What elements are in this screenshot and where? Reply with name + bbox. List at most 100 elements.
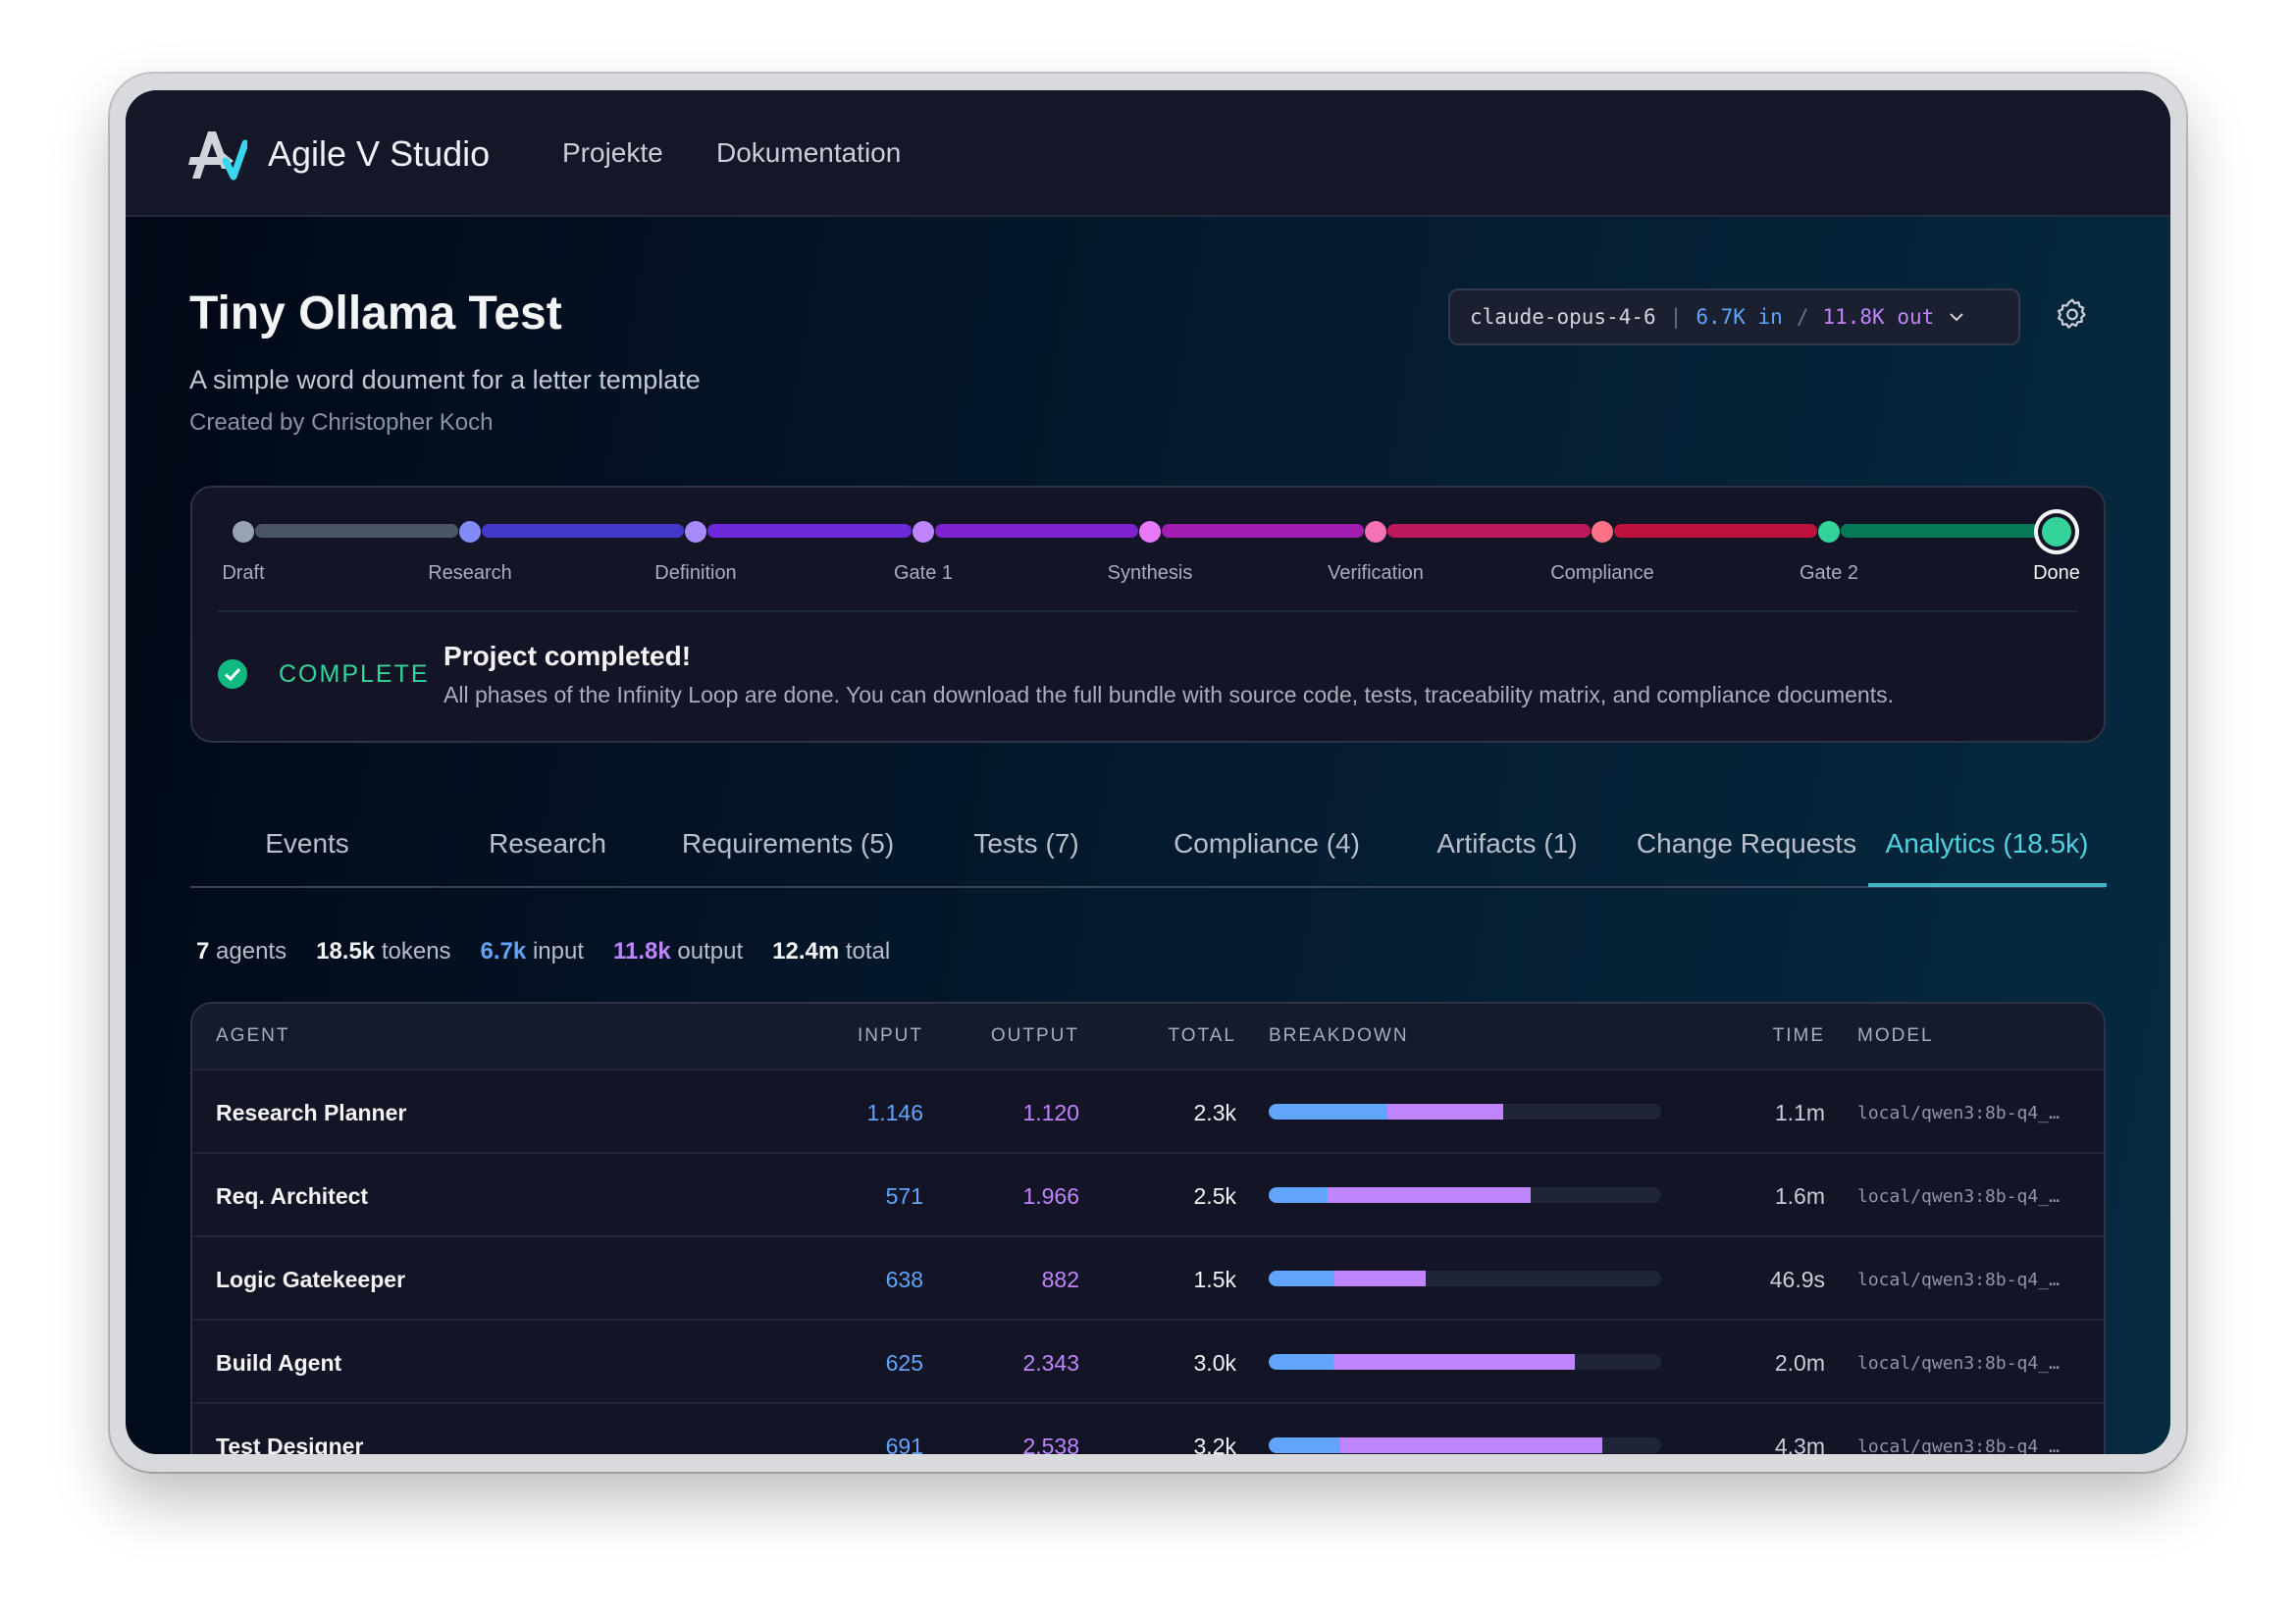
agents-table: AGENT INPUT OUTPUT TOTAL BREAKDOWN TIME … xyxy=(190,1002,2106,1454)
output-tokens: 1.966 xyxy=(1022,1183,1079,1209)
total-tokens: 3.0k xyxy=(1193,1350,1236,1376)
top-navbar: Agile V Studio Projekte Dokumentation xyxy=(126,90,2170,217)
phase-dot-draft[interactable] xyxy=(233,521,254,543)
phase-connector xyxy=(1162,524,1364,538)
phase-dot-done[interactable] xyxy=(2042,517,2071,547)
check-circle-icon xyxy=(218,659,247,689)
stat-agents: 7 agents xyxy=(196,938,287,965)
separator: | xyxy=(1669,305,1683,329)
divider xyxy=(218,610,2078,612)
stat-label: total xyxy=(845,938,891,965)
model-name: local/qwen3:8b-q4_… xyxy=(1857,1186,2060,1207)
stat-value: 11.8k xyxy=(612,938,671,965)
phase-connector xyxy=(1841,524,2045,538)
token-breakdown-bar xyxy=(1269,1104,1661,1120)
phase-dot-verification[interactable] xyxy=(1365,521,1386,543)
phase-dot-compliance[interactable] xyxy=(1592,521,1613,543)
input-tokens: 638 xyxy=(885,1267,923,1292)
nav-link-projekte[interactable]: Projekte xyxy=(562,137,663,168)
model-name: local/qwen3:8b-q4_… xyxy=(1857,1353,2060,1374)
col-time[interactable]: TIME xyxy=(1772,1025,1825,1046)
agent-name: Req. Architect xyxy=(216,1183,369,1209)
tab-compliance[interactable]: Compliance (4) xyxy=(1174,828,1360,859)
agent-name: Research Planner xyxy=(216,1100,407,1125)
duration: 1.1m xyxy=(1774,1100,1825,1125)
tab-requirements[interactable]: Requirements (5) xyxy=(681,828,895,859)
logo-icon xyxy=(188,131,247,181)
phase-label: Synthesis xyxy=(1107,562,1193,584)
active-tab-indicator xyxy=(1868,883,2107,887)
input-tokens: 691 xyxy=(885,1434,923,1454)
tab-analytics[interactable]: Analytics (18.5k) xyxy=(1885,828,2089,859)
agent-name: Build Agent xyxy=(216,1350,342,1376)
analytics-summary: 7 agents 18.5k tokens 6.7k input 11.8k o… xyxy=(196,938,890,965)
stat-label: tokens xyxy=(381,938,451,965)
table-row[interactable]: Logic Gatekeeper 638 882 1.5k 46.9s loca… xyxy=(192,1235,2104,1319)
model-selector[interactable]: claude-opus-4-6 | 6.7K in / 11.8K out xyxy=(1448,288,2020,345)
total-tokens: 2.5k xyxy=(1193,1183,1236,1209)
tab-events[interactable]: Events xyxy=(265,828,349,859)
phase-connector xyxy=(707,524,912,538)
phase-label: Verification xyxy=(1328,562,1424,584)
input-bar xyxy=(1269,1271,1335,1286)
phase-connector xyxy=(255,524,458,538)
col-input[interactable]: INPUT xyxy=(858,1025,923,1046)
project-description: A simple word doument for a letter templ… xyxy=(189,365,701,394)
tab-tests[interactable]: Tests (7) xyxy=(973,828,1079,859)
duration: 4.3m xyxy=(1774,1434,1825,1454)
phase-dot-definition[interactable] xyxy=(685,521,706,543)
table-row[interactable]: Research Planner 1.146 1.120 2.3k 1.1m l… xyxy=(192,1069,2104,1152)
chevron-down-icon xyxy=(1950,313,1963,322)
status-title: Project completed! xyxy=(444,641,692,671)
stat-output: 11.8k output xyxy=(613,938,743,965)
stat-label: agents xyxy=(216,938,287,965)
phase-label: Gate 1 xyxy=(893,562,954,584)
tab-research[interactable]: Research xyxy=(489,828,606,859)
token-breakdown-bar xyxy=(1269,1354,1661,1370)
nav-link-dokumentation[interactable]: Dokumentation xyxy=(716,137,902,168)
phase-dot-research[interactable] xyxy=(459,521,481,543)
phase-label: Research xyxy=(428,562,512,584)
input-tokens: 571 xyxy=(885,1183,923,1209)
token-breakdown-bar xyxy=(1269,1271,1661,1286)
input-bar xyxy=(1269,1354,1333,1370)
tab-change[interactable]: Change Requests xyxy=(1636,828,1857,859)
output-tokens: 2.343 xyxy=(1022,1350,1079,1376)
phase-dot-gate-2[interactable] xyxy=(1818,521,1840,543)
status-message: All phases of the Infinity Loop are done… xyxy=(444,682,1894,707)
pipeline-card: Draft Research Definition Gate 1 Synthesis Ve… xyxy=(190,486,2106,743)
gear-icon[interactable] xyxy=(2055,297,2090,333)
phase-dot-gate-1[interactable] xyxy=(913,521,934,543)
phase-dot-synthesis[interactable] xyxy=(1139,521,1161,543)
phase-connector xyxy=(1614,524,1817,538)
col-breakdown: BREAKDOWN xyxy=(1269,1025,1409,1046)
stat-value: 6.7k xyxy=(480,938,527,965)
total-tokens: 3.2k xyxy=(1193,1434,1236,1454)
output-tokens: 2.538 xyxy=(1022,1434,1079,1454)
tab-artifacts[interactable]: Artifacts (1) xyxy=(1436,828,1578,859)
col-total[interactable]: TOTAL xyxy=(1168,1025,1236,1046)
stat-label: output xyxy=(677,938,744,965)
output-bar xyxy=(1339,1437,1602,1453)
table-row[interactable]: Test Designer 691 2.538 3.2k 4.3m local/… xyxy=(192,1402,2104,1454)
app-brand[interactable]: Agile V Studio xyxy=(268,133,491,174)
output-bar xyxy=(1332,1354,1576,1370)
table-row[interactable]: Build Agent 625 2.343 3.0k 2.0m local/qw… xyxy=(192,1319,2104,1402)
model-name: local/qwen3:8b-q4_… xyxy=(1857,1270,2060,1290)
stat-label: input xyxy=(532,938,584,965)
project-creator: Created by Christopher Koch xyxy=(189,409,494,436)
stat-input: 6.7k input xyxy=(481,938,584,965)
col-agent[interactable]: AGENT xyxy=(216,1025,290,1046)
col-output[interactable]: OUTPUT xyxy=(990,1025,1079,1046)
total-tokens: 2.3k xyxy=(1193,1100,1236,1125)
stat-value: 18.5k xyxy=(316,938,376,965)
stat-value: 7 xyxy=(196,938,210,965)
input-bar xyxy=(1269,1187,1329,1203)
model-name: claude-opus-4-6 xyxy=(1470,305,1656,329)
phase-connector xyxy=(1387,524,1591,538)
token-breakdown-bar xyxy=(1269,1437,1661,1453)
input-tokens: 625 xyxy=(885,1350,923,1376)
tokens-out: 11.8K out xyxy=(1822,305,1935,329)
table-row[interactable]: Req. Architect 571 1.966 2.5k 1.6m local… xyxy=(192,1152,2104,1235)
output-tokens: 1.120 xyxy=(1022,1100,1079,1125)
